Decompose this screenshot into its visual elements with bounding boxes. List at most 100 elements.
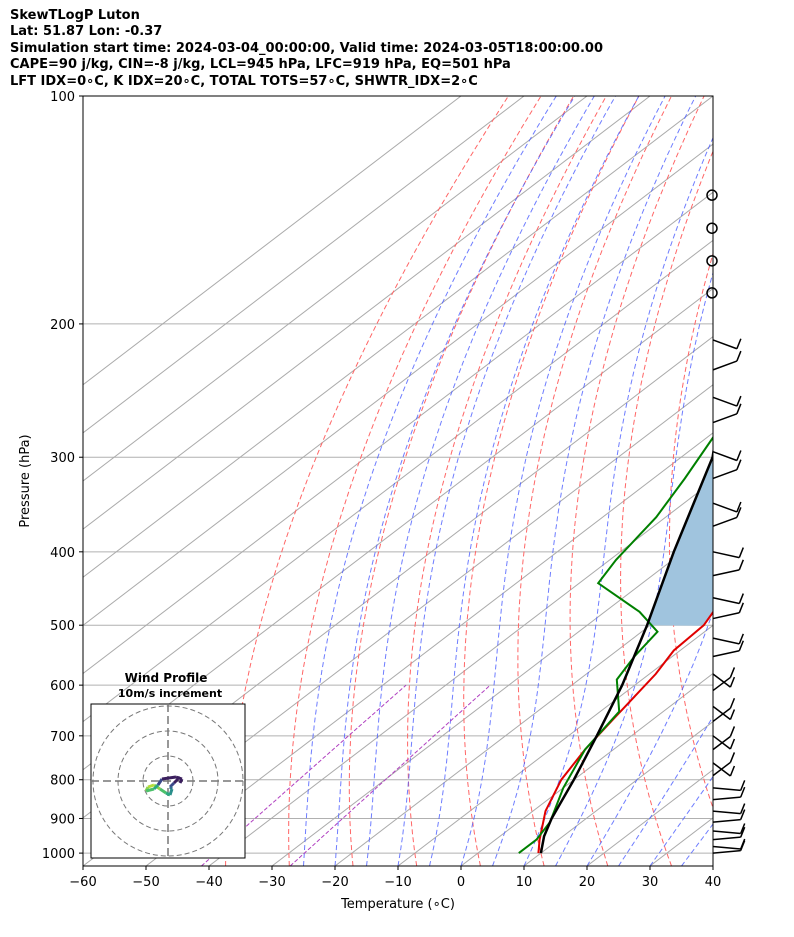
cape-label: CAPE=90 j/kg, CIN=-8 j/kg, LCL=945 hPa, … [10, 57, 511, 73]
wind-barb-flag [729, 676, 736, 688]
x-tick-label: 0 [457, 875, 465, 890]
wind-barb-flag [738, 547, 744, 558]
parcel-line [539, 446, 713, 854]
wind-barb-flag [739, 838, 746, 850]
isotherm-line [334, 576, 713, 866]
calm-wind-circle [706, 255, 718, 267]
hodograph-segment [161, 775, 177, 781]
dry-adiabat [717, 96, 794, 866]
wind-barb-flag [729, 667, 736, 678]
moist-adiabat [712, 865, 713, 866]
x-tick-label: 30 [642, 875, 659, 890]
wind-barb-flag [739, 809, 746, 820]
x-tick-label: −40 [195, 875, 222, 890]
wind-barb [712, 796, 741, 801]
moist-adiabat [681, 823, 713, 866]
wind-barb-flag [738, 593, 744, 604]
chart-title: SkewTLogP Luton [10, 8, 140, 23]
moist-adiabat [334, 96, 576, 866]
wind-barb-flag [739, 803, 746, 814]
wind-barb-flag [736, 403, 742, 415]
wind-barb [712, 650, 740, 658]
wind-barb-flag [729, 709, 736, 720]
wind-barb [712, 637, 740, 645]
wind-barb-flag [736, 507, 742, 518]
moist-adiabat [649, 775, 713, 866]
wind-barb-flag [738, 640, 744, 652]
wind-barb-flag [729, 697, 736, 709]
wind-barb [712, 762, 731, 777]
dry-adiabat [763, 96, 794, 866]
hodograph-subtitle: 10m/s increment [118, 687, 222, 700]
y-tick-label: 1000 [42, 847, 75, 862]
hodograph-segment [178, 778, 184, 784]
hodograph: Wind Profile 10m/s increment [90, 671, 246, 859]
wind-barb [712, 673, 731, 688]
x-tick-label: 20 [579, 875, 596, 890]
time-label: Simulation start time: 2024-03-04_00:00:… [10, 40, 603, 56]
isotherm-line [83, 191, 713, 675]
isotherm-line [83, 96, 588, 482]
temperature-line [537, 610, 713, 854]
hodograph-segment [172, 777, 180, 785]
moist-adiabat [303, 96, 557, 866]
wind-barb [712, 597, 740, 605]
wind-barb-flag [729, 752, 736, 763]
isotherm-line [83, 143, 713, 627]
isotherm-line [523, 720, 713, 866]
location-label: Lat: 51.87 Lon: -0.37 [10, 24, 163, 40]
wind-barb-flag [739, 780, 746, 791]
dewpoint-line [518, 435, 713, 854]
dry-adiabat [225, 96, 509, 866]
x-tick-label: −10 [384, 875, 411, 890]
wind-barb [712, 810, 741, 815]
wind-barb [712, 707, 731, 723]
y-axis-label: Pressure (hPa) [18, 434, 33, 527]
wind-barb-flag [736, 350, 742, 362]
wind-barb-flag [736, 395, 742, 407]
wind-barb [712, 516, 738, 527]
y-tick-label: 300 [50, 451, 75, 466]
x-tick-label: −60 [69, 875, 96, 890]
moist-adiabat [429, 96, 640, 866]
wind-barb [712, 787, 741, 792]
wind-barb-flag [739, 826, 746, 838]
wind-barb [712, 468, 738, 480]
wind-barb [712, 830, 741, 835]
wind-barb [712, 676, 731, 692]
hodograph-segment [165, 791, 171, 797]
wind-barb-flag [729, 738, 736, 750]
isotherm-line [83, 96, 462, 386]
moist-adiabat [460, 96, 666, 866]
axes: −60 −50 −40 −30 −20 −10 0 10 20 30 40 100 200 300 400 5… [42, 90, 721, 890]
wind-barb-flag [738, 559, 744, 571]
wind-barb-flag [736, 450, 742, 461]
y-tick-label: 600 [50, 679, 75, 694]
moist-adiabat [366, 96, 595, 866]
hodograph-segment [168, 781, 176, 789]
y-tick-label: 400 [50, 546, 75, 561]
isotherm-line [586, 769, 713, 866]
y-tick-label: 700 [50, 730, 75, 745]
x-tick-label: −30 [258, 875, 285, 890]
wind-barb-flag [736, 501, 742, 513]
dry-adiabat [463, 96, 640, 866]
wind-barbs [706, 189, 746, 854]
isotherm-line [83, 384, 713, 866]
wind-barb-flag [729, 765, 736, 777]
hodograph-title: Wind Profile [125, 671, 208, 685]
calm-wind-circle [706, 189, 718, 201]
dry-adiabat [620, 150, 713, 866]
dry-adiabat [407, 96, 607, 866]
hodograph-segment [156, 778, 164, 786]
chart-header: SkewTLogP Luton Lat: 51.87 Lon: -0.37 Si… [10, 8, 603, 90]
x-tick-label: −20 [321, 875, 348, 890]
hodograph-segment [145, 787, 155, 793]
wind-barb [712, 339, 738, 350]
calm-wind-circle [706, 222, 718, 234]
moist-adiabat [523, 136, 713, 866]
moist-adiabat [555, 271, 713, 866]
dry-adiabat [288, 96, 542, 866]
y-tick-label: 100 [50, 90, 75, 105]
